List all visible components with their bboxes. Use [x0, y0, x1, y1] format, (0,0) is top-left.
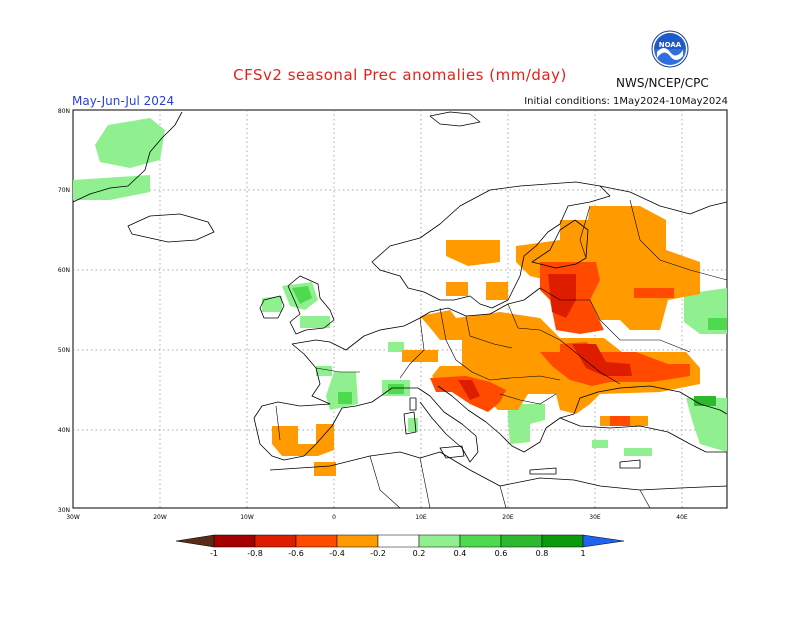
lon-label: 0 [332, 514, 336, 521]
scandinavia-outline [371, 181, 611, 309]
legend-swatch [500, 534, 543, 548]
forecast-period: May-Jun-Jul 2024 [72, 94, 175, 108]
legend-swatch [377, 534, 420, 548]
iceland-outline [127, 213, 215, 243]
dry-area-scandinavia-north [446, 240, 500, 266]
legend-swatch [213, 534, 256, 548]
lon-label: 20W [153, 514, 167, 521]
strong-dry-area-belarus [634, 288, 674, 298]
lon-label: 20E [502, 514, 514, 521]
lat-label: 40N [58, 427, 70, 434]
legend-tick-label: 0.2 [413, 549, 426, 558]
lon-label: 40E [676, 514, 688, 521]
lat-label: 50N [58, 347, 70, 354]
black-sea-coast [573, 385, 727, 415]
legend-tick-label: 1 [580, 549, 585, 558]
wet-area-turkey-east [624, 448, 652, 456]
adriatic-balkans-coast [437, 385, 575, 453]
wet-area-caucasus [686, 398, 727, 452]
legend-tick-label: -0.6 [288, 549, 304, 558]
legend-swatch [541, 534, 584, 548]
very-strong-dry-area-ukraine [572, 344, 632, 376]
dry-area-sweden-south [486, 282, 508, 300]
lat-label: 80N [58, 108, 70, 115]
lon-labels: 30W 20W 10W 0 10E 20E 30E 40E [66, 514, 688, 521]
lon-label: 30E [589, 514, 601, 521]
wet-area-uk-south [300, 316, 330, 328]
wet-area-uk-core [292, 286, 312, 304]
legend-swatch [295, 534, 338, 548]
agency-label: NWS/NCEP/CPC [616, 76, 709, 90]
strong-dry-area-turkey [610, 416, 630, 426]
lon-label: 30W [66, 514, 80, 521]
turkey-coast [559, 417, 727, 453]
dry-area-gibraltar [314, 462, 336, 476]
legend-swatch [336, 534, 379, 548]
dry-area-norway-south [446, 282, 468, 296]
kola-outline [599, 185, 727, 215]
legend-swatch [459, 534, 502, 548]
country-borders [275, 199, 727, 508]
north-africa-coast [269, 451, 727, 491]
very-strong-dry-area-croatia [458, 380, 480, 400]
legend-tick-label: 0.6 [495, 549, 508, 558]
color-legend [175, 534, 625, 548]
sicily-outline [439, 445, 465, 459]
wet-area-ireland [262, 296, 282, 312]
cyprus-outline [619, 459, 641, 469]
italy-coast [371, 387, 479, 463]
anomaly-shading [73, 118, 727, 476]
dry-area-finland-baltic [516, 206, 700, 330]
legend-tick-label: -0.8 [247, 549, 263, 558]
finland-outline [531, 219, 589, 269]
svalbard-outline [429, 111, 481, 127]
wet-area-turkey [592, 440, 608, 448]
wet-area-greece [508, 404, 545, 444]
corsica-outline [409, 397, 417, 411]
lat-label: 70N [58, 187, 70, 194]
legend-labels: -1 -0.8 -0.6 -0.4 -0.2 0.2 0.4 0.6 0.8 1 [210, 549, 586, 558]
legend-tick-label: 0.4 [454, 549, 467, 558]
initial-conditions: Initial conditions: 1May2024-10May2024 [524, 96, 728, 107]
ireland-outline [259, 295, 285, 319]
wet-area-sardinia [408, 418, 418, 432]
wet-area-greenland [95, 118, 165, 168]
logo-text: NOAA [659, 41, 682, 49]
wet-area-pyrenees-core [338, 392, 352, 404]
sardinia-outline [403, 411, 417, 435]
legend-arrow-low [175, 534, 215, 548]
dry-area-iberia-south [272, 424, 334, 456]
france-iberia-coast [253, 343, 373, 461]
very-strong-dry-area-baltic [548, 274, 576, 318]
lon-label: 10W [240, 514, 254, 521]
wet-area-russia-east-core [708, 318, 727, 330]
lat-labels: 80N 70N 60N 50N 40N 30N [58, 108, 70, 514]
britain-outline [287, 275, 335, 335]
noaa-logo: NOAA [651, 30, 689, 68]
legend-tick-label: -0.2 [370, 549, 386, 558]
legend-swatch [254, 534, 297, 548]
lon-label: 10E [415, 514, 427, 521]
legend-tick-label: -1 [210, 549, 218, 558]
map-title: CFSv2 seasonal Prec anomalies (mm/day) [233, 66, 567, 84]
dry-area-germany-west [402, 350, 438, 362]
lat-label: 60N [58, 267, 70, 274]
wet-area-germany [388, 342, 404, 352]
legend-arrow-high [582, 534, 625, 548]
legend-tick-label: -0.4 [329, 549, 345, 558]
wet-area-alps-core [388, 384, 404, 394]
legend-tick-label: 0.8 [536, 549, 549, 558]
wet-area-caucasus-core [694, 396, 716, 406]
greenland-outline [73, 111, 183, 203]
legend-swatch [418, 534, 461, 548]
crete-outline [529, 467, 557, 475]
wet-area-france [316, 366, 332, 376]
lat-label: 30N [58, 507, 70, 514]
